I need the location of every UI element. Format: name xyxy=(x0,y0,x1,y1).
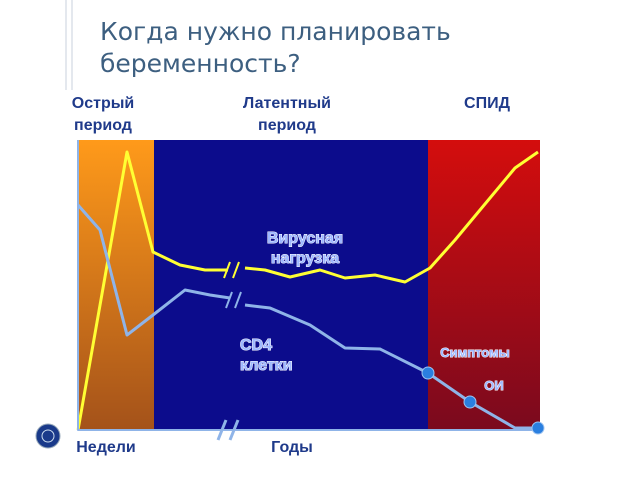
markers xyxy=(421,366,545,435)
x-label: Годы xyxy=(271,439,313,456)
logo xyxy=(35,423,61,449)
phase-label: период xyxy=(74,117,132,134)
decoration xyxy=(65,0,73,90)
viral-load-line xyxy=(244,150,539,284)
viral-load-line xyxy=(76,150,228,431)
acute-region xyxy=(78,140,154,430)
cd4-line xyxy=(76,204,231,337)
title-line: беременность? xyxy=(100,49,301,78)
viral-load-label: Вирусная xyxy=(267,230,343,247)
cd4-label: клетки xyxy=(240,357,293,374)
aids-region xyxy=(428,140,540,430)
phase-label: период xyxy=(258,117,316,134)
latent-region xyxy=(154,140,428,430)
phase-label: Острый xyxy=(72,95,134,112)
phase-label: Латентный xyxy=(243,95,331,112)
oi-label: ОИ xyxy=(484,378,503,393)
curves xyxy=(76,140,539,441)
cd4-label: CD4 xyxy=(240,337,272,354)
axis xyxy=(77,140,538,431)
x-label: Недели xyxy=(76,439,136,456)
title-line: Когда нужно планировать xyxy=(100,17,451,46)
symptoms-label: Симптомы xyxy=(440,345,510,360)
viral-load-label: нагрузка xyxy=(271,250,339,267)
cd4-line xyxy=(244,303,538,430)
phase-label: СПИД xyxy=(464,95,511,112)
